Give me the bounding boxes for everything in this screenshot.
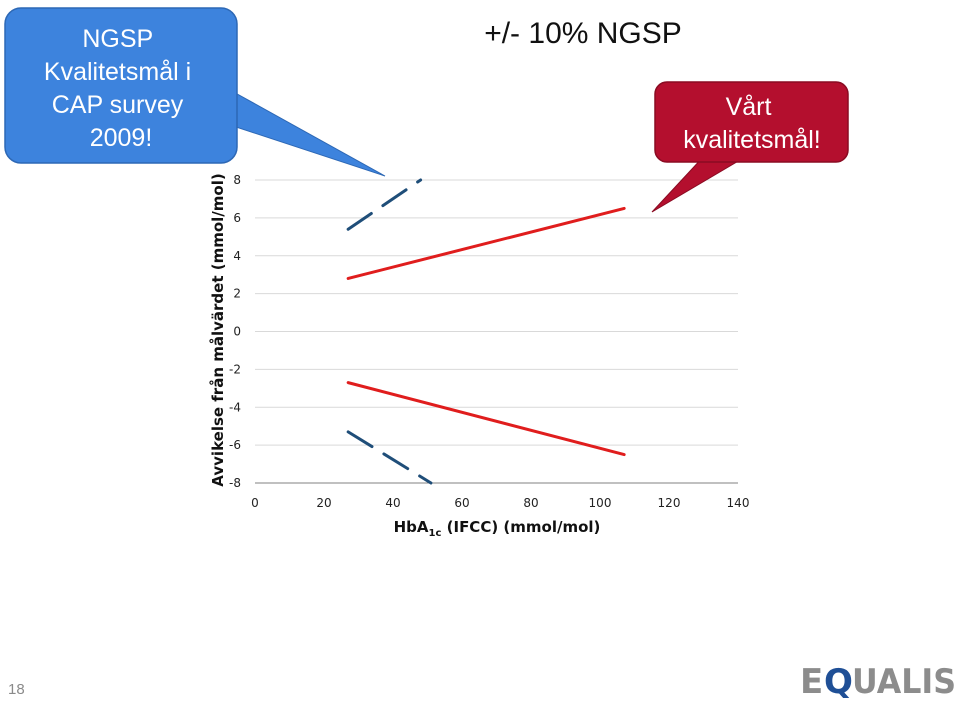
- x-tick-label: 40: [385, 496, 400, 510]
- grid-lines: [255, 179, 738, 484]
- series-line-2: [346, 178, 423, 231]
- y-tick-labels: 8 6 4 2 0 -2 -4 -6 -8: [229, 173, 241, 490]
- x-axis-title: HbA1c (IFCC) (mmol/mol): [394, 518, 601, 539]
- logo-letters-ualis: UALIS: [852, 662, 956, 700]
- series-line-0: [346, 206, 626, 280]
- series-line-1: [346, 381, 626, 457]
- y-tick-label: 4: [233, 249, 241, 263]
- x-axis-title-main: HbA: [394, 518, 429, 536]
- page-number: 18: [8, 681, 25, 698]
- svg-text:Vårt kvalitetsmål!: Vårt kvalitetsmål!: [683, 93, 821, 154]
- series-lines: [346, 178, 626, 485]
- x-tick-label: 140: [727, 496, 750, 510]
- chart-title: +/- 10% NGSP: [484, 17, 682, 50]
- callout-ngsp-line-2: Kvalitetsmål i: [44, 58, 191, 86]
- callout-ngsp-line-4: 2009!: [90, 124, 153, 152]
- svg-text:NGSP Kvalitetsmål i: NGSP Kvalitetsmål i CAP survey 2009!: [44, 25, 198, 152]
- y-tick-label: 2: [233, 287, 241, 301]
- y-tick-label: 6: [233, 211, 241, 225]
- logo-letter-q: Q: [824, 662, 853, 700]
- series-line-3: [346, 430, 433, 485]
- callout-ngsp-line-1: NGSP: [82, 25, 152, 53]
- y-tick-label: -8: [229, 476, 241, 490]
- callout-goal-line-1: Vårt: [726, 93, 772, 121]
- y-tick-label: -4: [229, 400, 241, 414]
- x-tick-labels: 0 20 40 60 80 100 120 140: [251, 496, 749, 510]
- x-tick-label: 100: [589, 496, 612, 510]
- callout-ngsp-cap: NGSP Kvalitetsmål i CAP survey 2009!: [4, 7, 386, 177]
- x-tick-label: 120: [658, 496, 681, 510]
- callout-ngsp-line-3: CAP survey: [52, 91, 184, 119]
- x-tick-label: 20: [316, 496, 331, 510]
- callout-goal-line-2: kvalitetsmål!: [683, 126, 821, 154]
- y-tick-label: -2: [229, 362, 241, 376]
- logo-letter-e: E: [800, 662, 823, 700]
- x-tick-label: 60: [454, 496, 469, 510]
- callout-our-goal: Vårt kvalitetsmål!: [651, 81, 849, 213]
- x-axis-title-rest: (IFCC) (mmol/mol): [441, 518, 600, 536]
- y-axis-title: Avvikelse från målvärdet (mmol/mol): [209, 173, 227, 486]
- x-tick-label: 0: [251, 496, 259, 510]
- y-tick-label: 8: [233, 173, 241, 187]
- y-tick-label: 0: [233, 325, 241, 339]
- equalis-logo: E Q UALIS: [800, 662, 956, 700]
- y-tick-label: -6: [229, 438, 241, 452]
- x-tick-label: 80: [523, 496, 538, 510]
- x-axis-title-sub: 1c: [429, 528, 442, 539]
